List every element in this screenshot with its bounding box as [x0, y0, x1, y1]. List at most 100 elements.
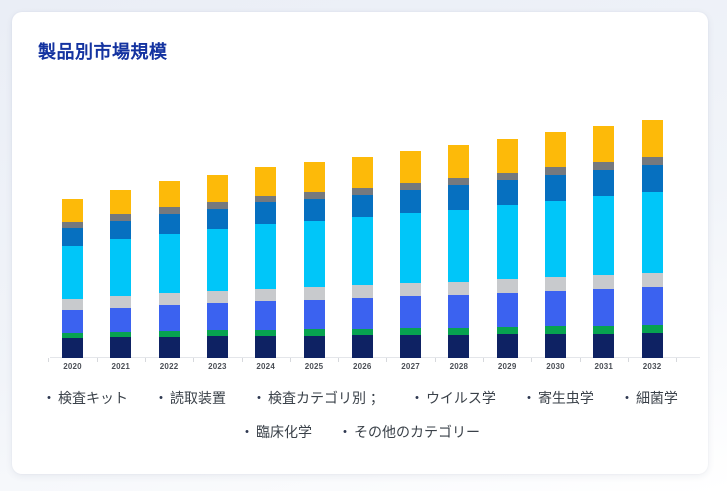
x-axis-tick: [434, 358, 436, 362]
bar-segment-series-5: [400, 189, 422, 214]
bar-segment-series-2: [641, 287, 663, 326]
bar-segment-series-7: [545, 131, 566, 168]
bar-segment-series-5: [110, 220, 132, 240]
bar-segment-series-2: [496, 292, 518, 328]
bar-segment-series-7: [303, 162, 325, 192]
bar-segment-series-6: [158, 207, 180, 214]
x-axis-label-2022: 2022: [159, 362, 179, 371]
bar-segment-series-4: [351, 217, 373, 286]
x-axis-tick: [193, 358, 195, 362]
bar-segment-series-1: [448, 327, 470, 335]
legend-label: 細菌学: [635, 390, 678, 406]
x-axis-label-2030: 2030: [546, 362, 565, 371]
legend-bullet-icon: ・: [521, 390, 536, 406]
x-axis-label-2031: 2031: [594, 362, 614, 371]
chart-legend: ・検査キット・読取装置・検査カテゴリ別 ；・ウイルス学・寄生虫学・細菌学・臨床化…: [36, 390, 684, 441]
bar-segment-series-6: [110, 214, 132, 221]
x-axis-tick: [531, 358, 533, 362]
bar-segment-series-0: [351, 335, 373, 358]
bar-segment-series-0: [303, 335, 325, 358]
bar-segment-series-6: [255, 195, 277, 203]
bar-segment-series-2: [351, 298, 373, 329]
x-axis-line: [50, 357, 700, 358]
legend-label: 臨床化学: [256, 424, 312, 440]
bar-segment-series-4: [62, 245, 83, 300]
bar-2024: [255, 167, 277, 358]
legend-label: 検査キット: [58, 390, 129, 406]
legend-bullet-icon: ・: [42, 390, 57, 406]
bar-segment-series-4: [545, 200, 566, 277]
bar-2030: [545, 131, 566, 358]
bar-segment-series-7: [206, 174, 228, 202]
bar-segment-series-1: [206, 330, 228, 337]
bar-segment-series-4: [496, 205, 518, 280]
bar-segment-series-5: [448, 185, 470, 210]
bar-segment-series-6: [496, 173, 518, 181]
x-axis-tick: [48, 358, 50, 362]
x-axis-tick: [627, 358, 629, 362]
bar-segment-series-1: [641, 325, 663, 334]
legend-bullet-icon: ・: [154, 390, 169, 406]
x-axis-tick: [241, 358, 243, 362]
bar-segment-series-0: [400, 335, 422, 358]
x-axis-tick: [483, 358, 485, 362]
bar-segment-series-3: [255, 288, 277, 301]
bar-segment-series-5: [62, 227, 83, 246]
legend-item-0: ・検査キット: [42, 390, 128, 407]
bar-segment-series-5: [593, 169, 615, 197]
legend-item-4: ・寄生虫学: [522, 390, 594, 407]
bar-segment-series-2: [158, 305, 180, 332]
bar-segment-series-7: [255, 167, 277, 196]
bar-segment-series-4: [158, 233, 180, 294]
x-axis-label-2024: 2024: [256, 362, 275, 371]
bar-segment-series-1: [593, 325, 615, 334]
bar-segment-series-0: [545, 333, 566, 358]
legend-label: 読取装置: [170, 390, 227, 406]
bar-segment-series-5: [158, 213, 180, 234]
bar-segment-series-0: [206, 336, 228, 358]
legend-label: ウイルス学: [425, 390, 496, 406]
bar-segment-series-6: [303, 191, 325, 199]
bar-segment-series-2: [448, 294, 470, 328]
bar-segment-series-0: [448, 334, 470, 358]
bar-segment-series-3: [351, 285, 373, 299]
bar-segment-series-3: [158, 293, 180, 306]
bar-segment-series-6: [448, 178, 470, 186]
legend-bullet-icon: ・: [619, 390, 634, 406]
legend-label: 寄生虫学: [537, 390, 594, 406]
legend-item-5: ・細菌学: [620, 390, 678, 407]
bar-segment-series-2: [400, 296, 422, 329]
legend-bullet-icon: ・: [252, 390, 267, 406]
bar-segment-series-4: [206, 229, 228, 292]
bar-2022: [158, 181, 180, 358]
bar-2021: [110, 189, 132, 358]
bar-segment-series-6: [593, 162, 615, 170]
bar-segment-series-3: [110, 296, 132, 308]
bar-segment-series-3: [62, 299, 83, 311]
bar-segment-series-3: [593, 274, 615, 290]
bar-segment-series-5: [496, 180, 518, 206]
bar-segment-series-3: [496, 279, 518, 293]
chart-title: 製品別市場規模: [38, 42, 168, 62]
bar-2025: [303, 162, 325, 358]
bar-segment-series-6: [351, 187, 373, 195]
bar-segment-series-4: [448, 209, 470, 282]
bar-segment-series-2: [303, 299, 325, 330]
bar-segment-series-1: [255, 329, 277, 336]
x-axis-tick: [96, 358, 98, 362]
bar-segment-series-2: [206, 303, 228, 331]
bar-segment-series-0: [110, 337, 132, 358]
x-axis-label-2028: 2028: [449, 362, 469, 371]
bar-segment-series-0: [158, 336, 180, 358]
legend-item-6: ・臨床化学: [240, 424, 312, 441]
bar-segment-series-1: [545, 326, 566, 334]
bar-segment-series-1: [110, 332, 132, 338]
bar-segment-series-6: [641, 157, 663, 166]
bar-segment-series-1: [62, 333, 83, 338]
bar-2029: [496, 139, 518, 358]
bar-segment-series-7: [62, 198, 83, 222]
bar-2032: [641, 119, 663, 358]
stacked-bar-chart: 2020 2021 2022 2023 2024 2025 2026 2027 2028 2029…: [12, 12, 708, 474]
bar-segment-series-7: [110, 189, 132, 215]
